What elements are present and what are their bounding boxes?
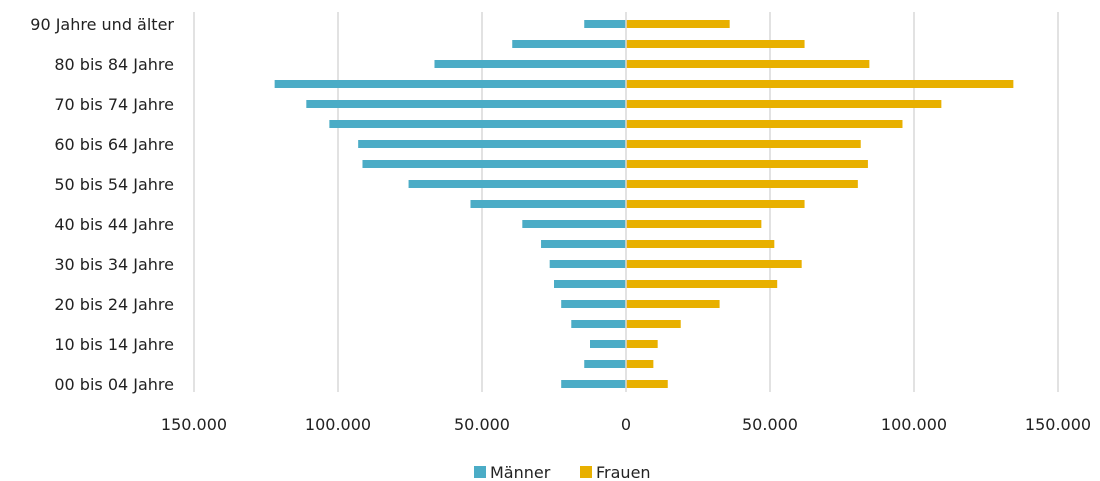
bar-maenner-2 [590,340,626,348]
x-tick-label: 150.000 [1025,415,1091,434]
bar-frauen-10 [626,180,858,188]
legend-swatch-frauen [580,466,592,478]
legend: Männer Frauen [474,463,651,481]
bar-frauen-12 [626,140,861,148]
bar-frauen-6 [626,260,802,268]
bar-frauen-5 [626,280,778,288]
bar-maenner-8 [522,220,626,228]
bar-maenner-14 [306,100,626,108]
category-labels: 00 bis 04 Jahre 10 bis 14 Jahre 20 bis 24 … [30,15,174,394]
bar-frauen-4 [626,300,720,308]
bar-maenner-12 [358,140,626,148]
bar-maenner-0 [561,380,626,388]
category-label: 20 bis 24 Jahre [54,295,174,314]
bar-maenner-17 [512,40,626,48]
category-label: 80 bis 84 Jahre [54,55,174,74]
category-label: 30 bis 34 Jahre [54,255,174,274]
bar-frauen-13 [626,120,903,128]
bar-maenner-5 [554,280,626,288]
category-label: 90 Jahre und älter [30,15,174,34]
bar-frauen-9 [626,200,805,208]
bar-maenner-4 [561,300,626,308]
bar-maenner-7 [541,240,626,248]
bar-maenner-10 [408,180,626,188]
bar-maenner-6 [549,260,626,268]
bar-maenner-11 [362,160,626,168]
x-tick-label: 50.000 [742,415,798,434]
legend-label-frauen: Frauen [596,463,651,481]
bar-frauen-14 [626,100,942,108]
category-label: 10 bis 14 Jahre [54,335,174,354]
legend-label-maenner: Männer [490,463,551,481]
bar-frauen-17 [626,40,805,48]
x-tick-labels: 150.000 100.000 50.000 0 50.000 100.000 150.00… [161,415,1091,434]
bar-maenner-1 [584,360,626,368]
bar-frauen-0 [626,380,668,388]
bar-frauen-3 [626,320,681,328]
x-tick-label: 50.000 [454,415,510,434]
bar-frauen-7 [626,240,775,248]
bar-frauen-15 [626,80,1014,88]
category-label: 60 bis 64 Jahre [54,135,174,154]
bar-frauen-1 [626,360,654,368]
legend-swatch-maenner [474,466,486,478]
category-label: 50 bis 54 Jahre [54,175,174,194]
bar-maenner-3 [571,320,626,328]
bar-maenner-13 [329,120,626,128]
bar-frauen-11 [626,160,868,168]
x-tick-label: 0 [621,415,631,434]
category-label: 70 bis 74 Jahre [54,95,174,114]
category-label: 40 bis 44 Jahre [54,215,174,234]
x-tick-label: 150.000 [161,415,227,434]
bar-maenner-9 [470,200,626,208]
bar-maenner-16 [434,60,626,68]
bar-maenner-15 [274,80,626,88]
category-label: 00 bis 04 Jahre [54,375,174,394]
x-tick-label: 100.000 [305,415,371,434]
x-tick-label: 100.000 [881,415,947,434]
bar-maenner-18 [584,20,626,28]
bars [274,20,1014,388]
bar-frauen-2 [626,340,658,348]
bar-frauen-16 [626,60,870,68]
bar-frauen-18 [626,20,730,28]
bar-frauen-8 [626,220,762,228]
